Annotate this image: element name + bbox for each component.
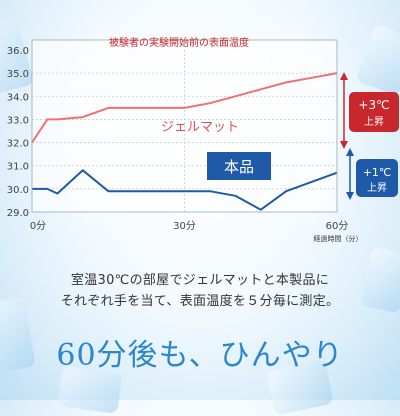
- temperature-chart: 36.0 35.0 34.0 33.0 32.0 31.0 30.0 29.0 0分 30分 60…: [7, 36, 399, 243]
- x-axis-label: 経過時間（分）: [314, 234, 363, 243]
- plot-frame: [31, 39, 338, 213]
- rise-arrow-head: [340, 141, 348, 149]
- legend-product: 本品: [224, 158, 254, 176]
- series-line-gel-mat: [31, 72, 338, 144]
- rise-value-red: +3℃: [358, 98, 389, 112]
- rise-label-blue: 上昇: [367, 182, 387, 194]
- description-line-2: それぞれ手を当て、表面温度を５分毎に測定。: [60, 294, 340, 309]
- x-tick-label: 60分: [326, 220, 349, 232]
- y-tick-label: 30.0: [7, 185, 29, 196]
- rise-arrow-head: [346, 192, 354, 200]
- y-tick-label: 34.0: [7, 92, 29, 103]
- grid: [32, 50, 337, 212]
- legend-gel-mat: ジェルマット: [161, 120, 239, 135]
- y-tick-labels: 36.0 35.0 34.0 33.0 32.0 31.0 30.0 29.0: [7, 46, 29, 219]
- rise-badge-red: [349, 92, 399, 132]
- chart-title: 被験者の実験開始前の表面温度: [109, 36, 249, 49]
- x-tick-label: 0分: [30, 220, 46, 232]
- series-line-product: [32, 169, 338, 211]
- rise-value-blue: +1℃: [363, 166, 392, 179]
- description-line-1: 室温30℃の部屋でジェルマットと本製品に: [70, 273, 330, 288]
- tagline: 60分後も、ひんやり: [56, 338, 344, 373]
- rise-arrow-head: [346, 148, 354, 156]
- y-tick-label: 32.0: [7, 139, 29, 150]
- rise-arrow-head: [340, 72, 348, 80]
- y-tick-label: 36.0: [7, 46, 29, 57]
- y-tick-label: 29.0: [7, 208, 29, 219]
- rise-badge-blue: [356, 159, 398, 197]
- legend-box-product: [207, 152, 271, 180]
- x-tick-label: 30分: [173, 220, 196, 232]
- series-lines: [31, 72, 338, 211]
- y-tick-label: 33.0: [7, 115, 29, 126]
- x-tick-labels: 0分 30分 60分: [30, 220, 349, 232]
- rise-label-red: 上昇: [364, 116, 384, 128]
- y-tick-label: 35.0: [7, 69, 29, 80]
- y-tick-label: 31.0: [7, 162, 29, 173]
